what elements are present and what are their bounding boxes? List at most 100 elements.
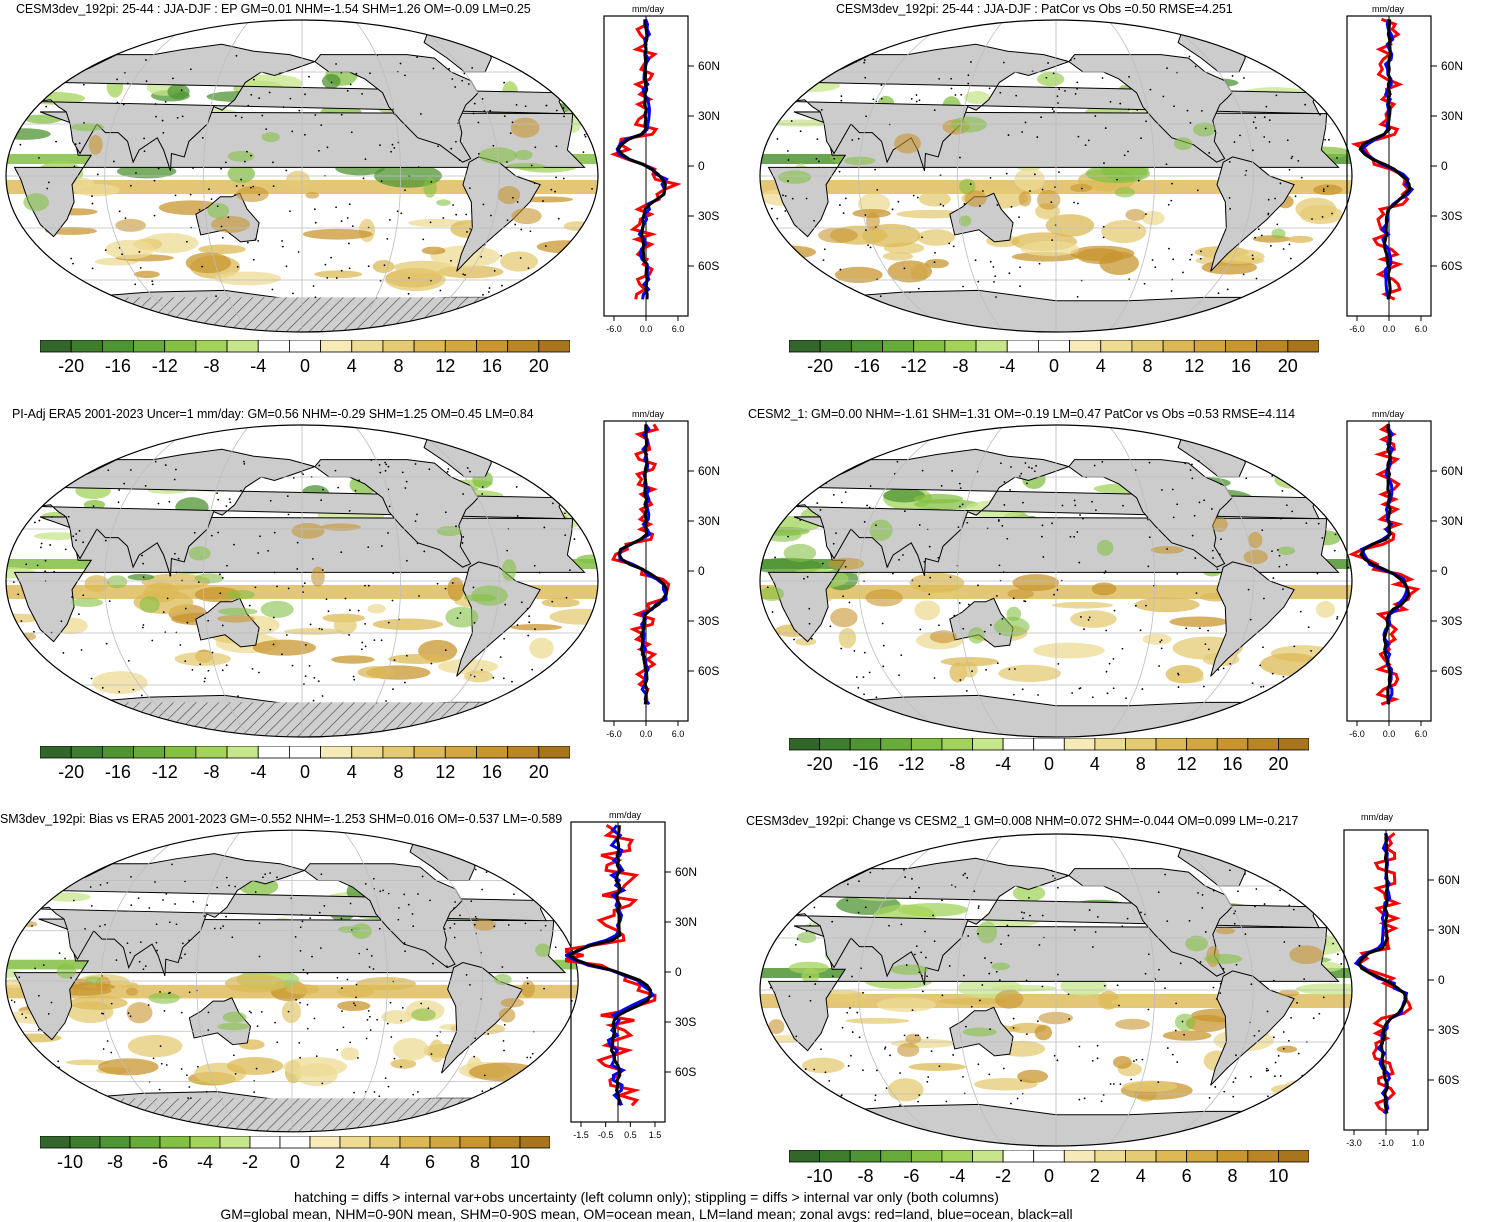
panel-title: CESM3dev_192pi: Change vs CESM2_1 GM=0.0… — [746, 814, 1299, 828]
colorbar-label: 6 — [1181, 1166, 1192, 1186]
x-tick-label: 6.0 — [672, 324, 685, 334]
colorbar-swatch — [399, 1136, 431, 1149]
colorbar-label: -12 — [151, 762, 178, 782]
colorbar-swatch — [941, 738, 973, 751]
colorbar-swatch — [309, 1136, 341, 1149]
colorbar-swatch — [507, 746, 540, 759]
world-map — [5, 424, 599, 738]
colorbar-swatch — [189, 1136, 221, 1149]
x-tick-label: 6.0 — [1415, 729, 1428, 739]
x-tick-label: 1.0 — [1412, 1138, 1425, 1148]
colorbar-label: -8 — [949, 754, 966, 774]
x-tick-label: -3.0 — [1346, 1138, 1362, 1148]
colorbar-label: -12 — [900, 356, 927, 376]
colorbar-swatch — [1216, 738, 1249, 751]
colorbar-label: 0 — [1048, 356, 1060, 376]
lat-tick-label: 60N — [1441, 59, 1463, 73]
colorbar-swatch — [1063, 1150, 1096, 1163]
lat-tick-label: 60S — [698, 664, 719, 678]
colorbar-swatch — [226, 746, 259, 759]
colorbar-swatch — [1247, 738, 1279, 751]
colorbar-swatch — [339, 1136, 371, 1149]
colorbar-swatch — [1278, 738, 1309, 751]
colorbar-swatch — [910, 1150, 943, 1163]
colorbar-swatch — [850, 340, 883, 353]
colorbar-swatch — [882, 340, 915, 353]
colorbar-swatch — [257, 746, 290, 759]
lat-tick-label: 0 — [698, 564, 705, 578]
colorbar-swatch — [789, 340, 821, 353]
land-zonal-line — [1356, 832, 1413, 1115]
lat-tick-label: 60N — [1441, 464, 1463, 478]
colorbar-swatch — [129, 1136, 161, 1149]
colorbar-label: 20 — [528, 356, 549, 376]
x-tick-label: 1.5 — [649, 1130, 662, 1140]
world-map — [5, 19, 599, 333]
colorbar-label: -12 — [898, 754, 925, 774]
colorbar-label: 16 — [1231, 356, 1252, 376]
colorbar-label: -16 — [853, 356, 880, 376]
colorbar — [789, 1150, 1309, 1163]
x-tick-label: -0.5 — [598, 1130, 614, 1140]
colorbar-swatch — [1094, 738, 1126, 751]
colorbar-label: -2 — [241, 1152, 259, 1172]
colorbar-swatch — [880, 738, 912, 751]
colorbar-label: 4 — [1089, 754, 1100, 774]
colorbar-swatch — [1225, 340, 1258, 353]
colorbar-swatch — [226, 340, 259, 353]
colorbar-swatch — [507, 340, 540, 353]
colorbar-label: -4 — [196, 1152, 214, 1172]
colorbar-swatch — [99, 1136, 131, 1149]
lat-tick-label: 60N — [1438, 873, 1460, 887]
ocean-zonal-line — [565, 824, 656, 1106]
colorbar-swatch — [289, 340, 321, 353]
panel-pi-adj-era5: PI-Adj ERA5 2001-2023 Uncer=1 mm/day: GM… — [0, 405, 746, 805]
colorbar-label: -4 — [999, 356, 1016, 376]
colorbar-label: 2 — [334, 1152, 346, 1172]
panel-bias-vs-era5: SM3dev_192pi: Bias vs ERA5 2001-2023 GM=… — [0, 810, 746, 1190]
colorbar-swatch — [1216, 1150, 1249, 1163]
colorbar-swatch — [369, 1136, 401, 1149]
lat-tick-label: 30N — [1438, 923, 1460, 937]
units-label: mm/day — [1372, 4, 1405, 14]
x-tick-label: 6.0 — [672, 729, 685, 739]
colorbar-swatch — [880, 1150, 912, 1163]
colorbar-swatch — [1002, 738, 1035, 751]
colorbar-swatch — [1155, 1150, 1188, 1163]
colorbar — [789, 340, 1319, 353]
colorbar-swatch — [972, 738, 1004, 751]
panel-cesm2-1: CESM2_1: GM=0.00 NHM=-1.61 SHM=1.31 OM=-… — [746, 405, 1493, 805]
colorbar-label: 4 — [346, 356, 357, 376]
x-tick-label: 0.0 — [640, 324, 653, 334]
colorbar-swatch — [69, 1136, 101, 1149]
panel-title: SM3dev_192pi: Bias vs ERA5 2001-2023 GM=… — [0, 812, 563, 826]
colorbar-swatch — [1100, 340, 1133, 353]
colorbar-swatch — [164, 340, 197, 353]
colorbar-label: 20 — [528, 762, 549, 782]
colorbar-swatch — [164, 746, 197, 759]
colorbar-swatch — [1247, 1150, 1279, 1163]
colorbar-label: 0 — [289, 1152, 301, 1172]
colorbar-label: 4 — [1095, 356, 1106, 376]
colorbar-label: -2 — [995, 1166, 1012, 1186]
colorbar-swatch — [489, 1136, 521, 1149]
colorbar-swatch — [351, 340, 384, 353]
colorbar-swatch — [320, 746, 353, 759]
panel-title: CESM2_1: GM=0.00 NHM=-1.61 SHM=1.31 OM=-… — [748, 407, 1295, 421]
colorbar-swatch — [849, 738, 882, 751]
colorbar-label: 10 — [509, 1152, 531, 1172]
colorbar-swatch — [257, 340, 290, 353]
colorbar-swatch — [444, 340, 477, 353]
lat-tick-label: 60S — [675, 1065, 696, 1079]
colorbar-swatch — [975, 340, 1008, 353]
panel-title: PI-Adj ERA5 2001-2023 Uncer=1 mm/day: GM… — [12, 407, 534, 421]
all-zonal-line — [616, 19, 667, 300]
lat-tick-label: 60N — [698, 59, 720, 73]
colorbar-swatch — [159, 1136, 191, 1149]
colorbar-swatch — [1038, 340, 1070, 353]
colorbar-swatch — [382, 746, 415, 759]
all-zonal-line — [617, 424, 669, 705]
colorbar-swatch — [320, 340, 353, 353]
x-tick-label: 0.0 — [1383, 324, 1396, 334]
colorbar-swatch — [101, 340, 134, 353]
